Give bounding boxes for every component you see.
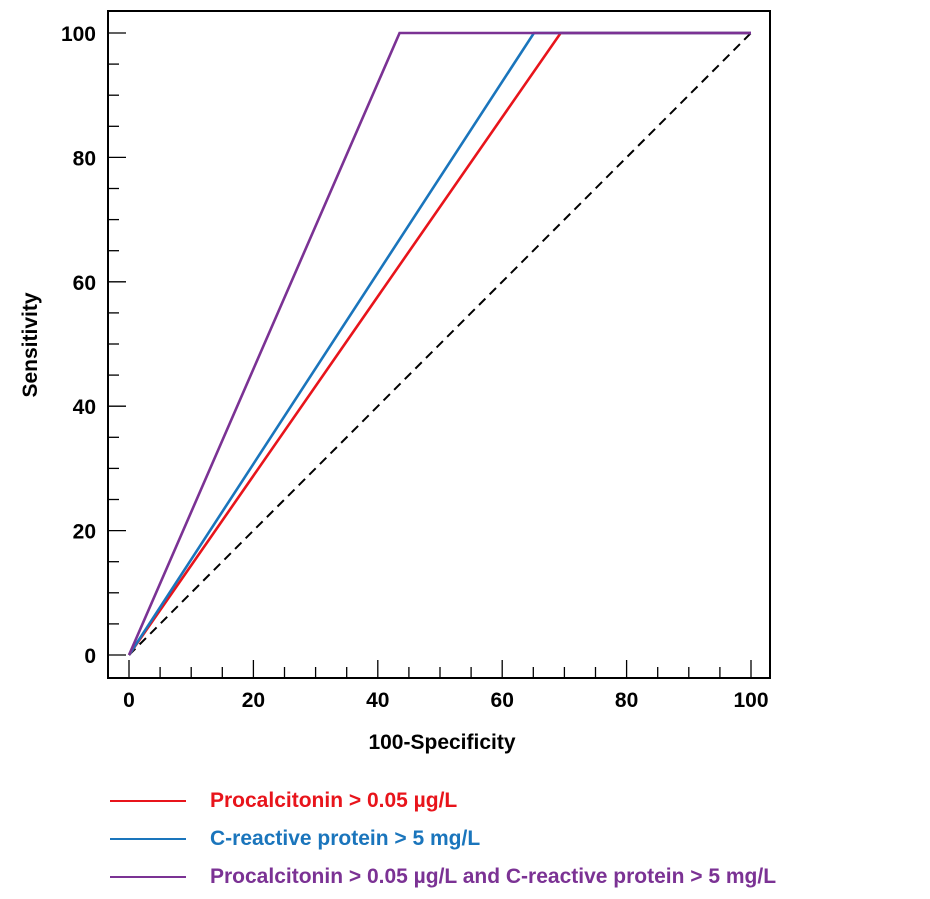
y-tick-label: 80 [73, 147, 96, 170]
legend-swatch-procalcitonin [110, 800, 186, 802]
x-tick-label: 60 [491, 689, 514, 712]
legend-label-procalcitonin: Procalcitonin > 0.05 µg/L [210, 789, 458, 812]
x-tick-label: 100 [733, 689, 768, 712]
y-tick-label: 40 [73, 396, 96, 419]
legend-swatch-crp [110, 838, 186, 840]
legend-label-combined: Procalcitonin > 0.05 µg/L and C-reactive… [210, 865, 777, 888]
roc-chart: 0 20 40 60 80 100 0 20 40 60 80 100 100-Specificity… [19, 10, 771, 754]
y-tick-label: 60 [73, 272, 96, 295]
y-tick-label: 0 [84, 645, 96, 668]
series-line-combined [127, 31, 751, 656]
legend-item-procalcitonin: Procalcitonin > 0.05 µg/L [110, 782, 776, 820]
y-tick-label: 100 [61, 23, 96, 46]
legend-swatch-combined [110, 876, 186, 878]
legend-item-combined: Procalcitonin > 0.05 µg/L and C-reactive… [110, 858, 776, 896]
legend-item-crp: C-reactive protein > 5 mg/L [110, 820, 776, 858]
reference-layer [128, 32, 752, 656]
x-tick-label: 40 [366, 689, 389, 712]
legend-label-crp: C-reactive protein > 5 mg/L [210, 827, 481, 850]
legend: Procalcitonin > 0.05 µg/L C-reactive pro… [110, 782, 776, 896]
tick-layer: 0 20 40 60 80 100 0 20 40 60 80 100 [61, 23, 769, 712]
x-tick-label: 20 [242, 689, 265, 712]
y-axis-title: Sensitivity [19, 292, 42, 397]
x-tick-label: 0 [123, 689, 135, 712]
x-axis-title: 100-Specificity [368, 731, 515, 754]
y-tick-label: 20 [73, 521, 96, 544]
reference-diagonal-line [128, 32, 752, 656]
series-layer [127, 31, 751, 656]
x-tick-label: 80 [615, 689, 638, 712]
